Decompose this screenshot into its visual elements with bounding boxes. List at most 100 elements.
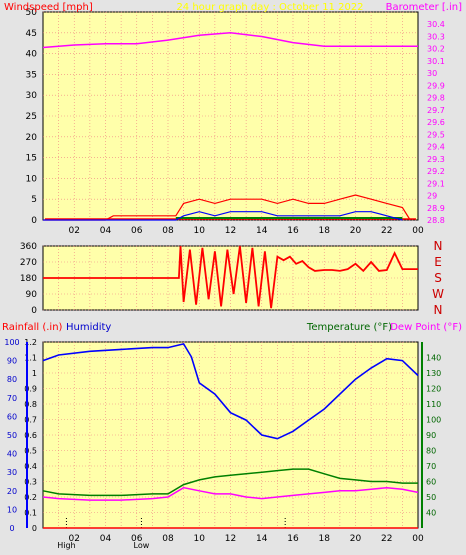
y-tick-label-temp: 100: [426, 416, 441, 425]
y-tick-label-rain: 0.8: [24, 400, 37, 409]
y-tick-label: 10: [26, 174, 38, 184]
y-tick-label-right: 30.1: [427, 57, 445, 66]
compass-label: E: [434, 255, 442, 269]
x-tick-label: 18: [319, 534, 331, 544]
x-tick-label: 08: [162, 534, 174, 544]
x-tick-label: 20: [350, 226, 362, 236]
x-tick-label: 12: [225, 226, 236, 236]
y-tick-label-humidity: 10: [7, 505, 17, 514]
y-tick-label-rain: 0.1: [24, 509, 37, 518]
y-tick-label-temp: 50: [426, 493, 436, 502]
y-tick-label: 360: [20, 242, 37, 252]
y-tick-label-right: 29.7: [427, 106, 445, 115]
marker-label: Low: [134, 541, 150, 550]
y-tick-label-rain: 0.6: [24, 431, 37, 440]
y-tick-label-temp: 40: [426, 509, 436, 518]
compass-label: N: [434, 303, 443, 317]
x-tick-label: 06: [131, 534, 143, 544]
rainfall-axis-title: Rainfall (.in): [2, 322, 63, 333]
x-tick-label: 00: [412, 226, 424, 236]
y-tick-label-temp: 90: [426, 431, 436, 440]
y-tick-label-temp: 140: [426, 354, 441, 363]
y-tick-label-right: 28.8: [427, 216, 445, 225]
barometer-line: [42, 32, 418, 49]
y-tick-label-right: 29.8: [427, 94, 445, 103]
y-tick-label-humidity: 70: [7, 394, 17, 403]
y-tick-label: 40: [26, 50, 38, 60]
x-tick-label: 02: [69, 226, 80, 236]
wind-gust-line: [43, 194, 411, 221]
y-tick-label-humidity: 100: [4, 338, 19, 347]
y-tick-label: 20: [26, 133, 38, 143]
y-tick-label-right: 30.2: [427, 45, 445, 54]
y-tick-label: 90: [26, 290, 38, 300]
y-tick-label-temp: 60: [426, 478, 436, 487]
y-tick-label-temp: 70: [426, 462, 436, 471]
y-tick-label-right: 29.3: [427, 155, 445, 164]
marker-label: High: [57, 541, 75, 550]
y-tick-label-rain: 0.9: [24, 385, 37, 394]
wind-direction-line: [43, 245, 418, 309]
y-tick-label-rain: 0.7: [24, 416, 37, 425]
x-tick-label: 10: [194, 226, 206, 236]
y-tick-label-right: 29: [427, 192, 437, 201]
chart-title: 24 hour graph day : October 11 2022: [176, 2, 363, 13]
y-tick-label-rain: 1.2: [24, 338, 37, 347]
humidity-line: [42, 342, 419, 440]
x-tick-label: 20: [350, 534, 362, 544]
compass-label: S: [434, 271, 442, 285]
y-tick-label-humidity: 40: [7, 450, 17, 459]
y-tick-label-humidity: 60: [7, 412, 17, 421]
y-tick-label: 15: [26, 154, 37, 164]
x-tick-label: 10: [194, 534, 206, 544]
y-tick-label-right: 28.9: [427, 204, 445, 213]
x-tick-label: 16: [287, 534, 299, 544]
y-tick-label-right: 29.1: [427, 179, 445, 188]
y-tick-label-humidity: 80: [7, 375, 17, 384]
y-tick-label: 5: [31, 195, 37, 205]
y-tick-label-rain: 0.2: [24, 493, 37, 502]
x-tick-label: 00: [412, 534, 424, 544]
y-tick-label-temp: 120: [426, 385, 441, 394]
y-tick-label-right: 29.9: [427, 81, 445, 90]
humidity-axis-title: Humidity: [66, 322, 111, 333]
y-tick-label-temp: 130: [426, 369, 441, 378]
x-tick-label: 04: [100, 226, 112, 236]
y-tick-label-right: 29.6: [427, 118, 445, 127]
y-tick-label: 180: [20, 274, 37, 284]
y-tick-label-humidity: 0: [9, 524, 14, 533]
y-tick-label-rain: 1: [32, 369, 37, 378]
x-tick-label: 14: [256, 226, 268, 236]
y-tick-label-right: 29.4: [427, 143, 445, 152]
y-tick-label-humidity: 20: [7, 487, 17, 496]
x-tick-label: 14: [256, 534, 268, 544]
y-tick-label: 45: [26, 29, 37, 39]
y-tick-label: 0: [31, 216, 37, 226]
dew-point-axis-title: Dew Point (°F): [390, 322, 462, 333]
y-tick-label: 0: [31, 306, 37, 316]
compass-label: N: [434, 239, 443, 253]
y-tick-label-right: 29.2: [427, 167, 445, 176]
y-tick-label-humidity: 90: [7, 357, 17, 366]
y-tick-label-right: 30.4: [427, 20, 445, 29]
y-tick-label: 50: [26, 8, 38, 18]
wind-speed-line: [43, 211, 403, 221]
y-tick-label-right: 30.3: [427, 32, 445, 41]
x-tick-label: 06: [131, 226, 143, 236]
y-tick-label-rain: 0.3: [24, 478, 37, 487]
x-tick-label: 08: [162, 226, 174, 236]
temperature-line: [42, 468, 418, 497]
y-tick-label: 35: [26, 70, 37, 80]
y-tick-label-right: 30: [427, 69, 437, 78]
temperature-axis-title: Temperature (°F): [306, 322, 392, 333]
x-tick-label: 22: [381, 226, 392, 236]
y-tick-label-right: 29.5: [427, 130, 445, 139]
x-tick-label: 22: [381, 534, 392, 544]
x-tick-label: 12: [225, 534, 236, 544]
x-tick-label: 02: [69, 534, 80, 544]
y-tick-label-rain: 0: [32, 524, 37, 533]
y-tick-label-temp: 110: [426, 400, 441, 409]
y-tick-label-humidity: 30: [7, 468, 17, 477]
y-tick-label: 25: [26, 112, 37, 122]
